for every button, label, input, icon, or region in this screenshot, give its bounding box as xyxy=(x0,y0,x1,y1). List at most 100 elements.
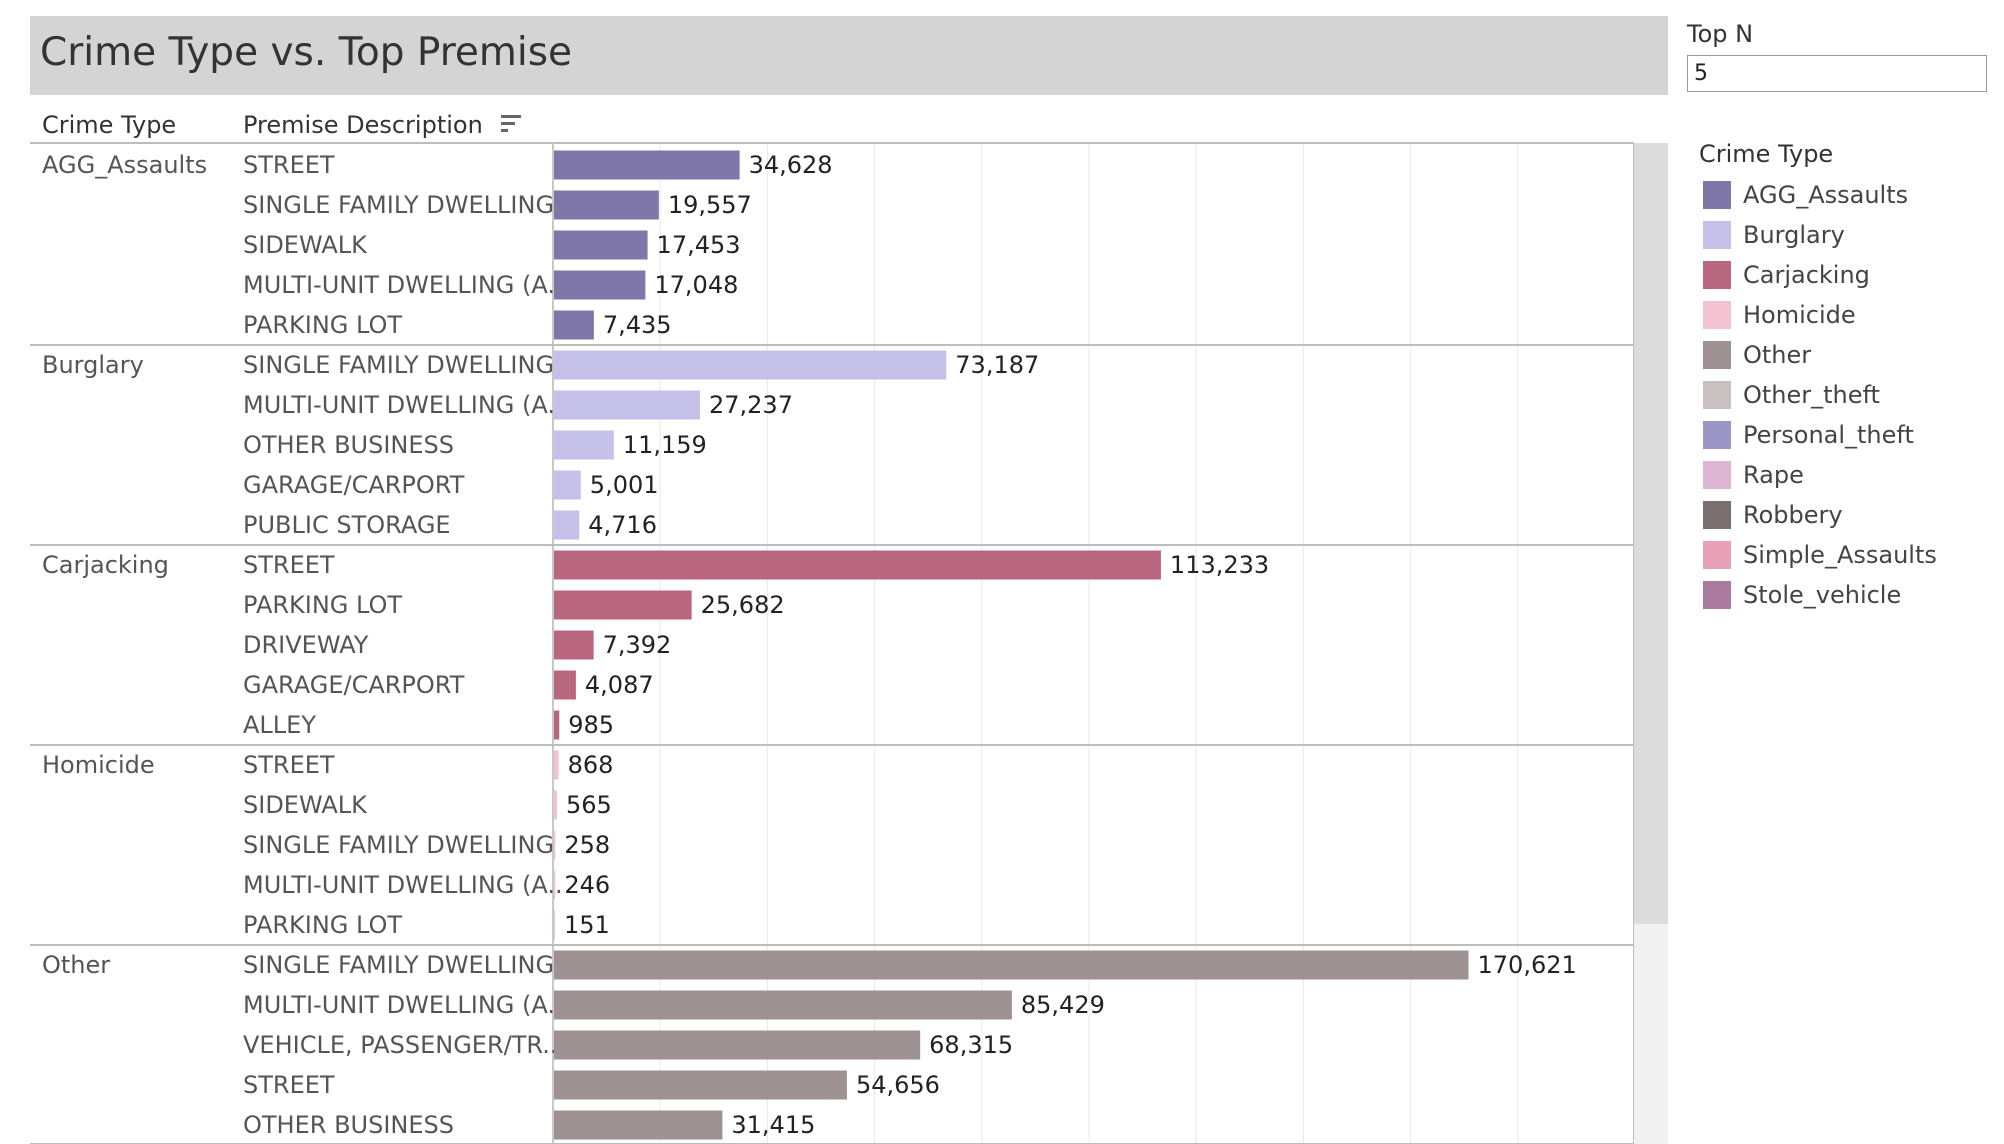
legend-swatch xyxy=(1703,421,1731,449)
bar[interactable] xyxy=(554,190,659,220)
value-label: 565 xyxy=(566,791,612,819)
value-label: 151 xyxy=(564,911,610,939)
premise-label: SINGLE FAMILY DWELLING xyxy=(243,951,554,979)
premise-label: SINGLE FAMILY DWELLING xyxy=(243,191,554,219)
premise-label: STREET xyxy=(243,151,335,179)
legend-label: Personal_theft xyxy=(1743,421,1914,449)
legend-item[interactable]: Other xyxy=(1703,340,1811,370)
legend-item[interactable]: Homicide xyxy=(1703,300,1856,330)
bar[interactable] xyxy=(554,550,1161,580)
page-title: Crime Type vs. Top Premise xyxy=(40,30,573,75)
legend-label: AGG_Assaults xyxy=(1743,181,1909,209)
crime-type-label: Carjacking xyxy=(42,551,169,579)
scrollbar-thumb[interactable] xyxy=(1634,143,1668,924)
value-label: 17,048 xyxy=(654,271,738,299)
premise-label: GARAGE/CARPORT xyxy=(243,671,465,699)
premise-label: SIDEWALK xyxy=(243,231,368,259)
legend-swatch xyxy=(1703,301,1731,329)
premise-label: MULTI-UNIT DWELLING (A.. xyxy=(243,271,563,299)
legend-item[interactable]: Other_theft xyxy=(1703,380,1880,410)
value-label: 73,187 xyxy=(955,351,1039,379)
legend-item[interactable]: AGG_Assaults xyxy=(1703,180,1908,210)
legend-label: Robbery xyxy=(1743,501,1843,529)
value-label: 85,429 xyxy=(1021,991,1105,1019)
legend-swatch xyxy=(1703,181,1731,209)
bar[interactable] xyxy=(554,270,646,300)
legend-item[interactable]: Stole_vehicle xyxy=(1703,580,1901,610)
value-label: 11,159 xyxy=(623,431,707,459)
bar[interactable] xyxy=(554,710,560,740)
premise-description-column-header[interactable]: Premise Description xyxy=(243,111,483,139)
bar[interactable] xyxy=(554,790,558,820)
premise-label: STREET xyxy=(243,751,335,779)
value-label: 68,315 xyxy=(929,1031,1013,1059)
bar[interactable] xyxy=(554,910,555,940)
bar-chart: AGG_Assaults STREET 34,628 SINGLE FAMILY DW… xyxy=(30,142,1634,1144)
legend-label: Rape xyxy=(1743,461,1804,489)
sort-icon[interactable] xyxy=(499,112,523,136)
bar[interactable] xyxy=(554,470,581,500)
value-label: 19,557 xyxy=(668,191,752,219)
value-label: 25,682 xyxy=(701,591,785,619)
bar[interactable] xyxy=(554,150,740,180)
bar[interactable] xyxy=(554,870,556,900)
premise-label: STREET xyxy=(243,1071,335,1099)
bar[interactable] xyxy=(554,1030,921,1060)
bar[interactable] xyxy=(554,950,1469,980)
legend-label: Other_theft xyxy=(1743,381,1880,409)
premise-label: MULTI-UNIT DWELLING (A.. xyxy=(243,391,563,419)
legend-swatch xyxy=(1703,341,1731,369)
legend-title: Crime Type xyxy=(1699,140,1834,168)
bar[interactable] xyxy=(554,430,614,460)
value-label: 985 xyxy=(568,711,614,739)
bar[interactable] xyxy=(554,350,947,380)
bar[interactable] xyxy=(554,630,594,660)
legend-item[interactable]: Carjacking xyxy=(1703,260,1870,290)
legend-swatch xyxy=(1703,541,1731,569)
legend-item[interactable]: Robbery xyxy=(1703,500,1843,530)
premise-label: GARAGE/CARPORT xyxy=(243,471,465,499)
premise-label: MULTI-UNIT DWELLING (A.. xyxy=(243,991,563,1019)
value-label: 113,233 xyxy=(1170,551,1269,579)
legend-item[interactable]: Burglary xyxy=(1703,220,1845,250)
value-label: 27,237 xyxy=(709,391,793,419)
bar[interactable] xyxy=(554,830,556,860)
legend-label: Burglary xyxy=(1743,221,1845,249)
legend-item[interactable]: Rape xyxy=(1703,460,1804,490)
legend-label: Other xyxy=(1743,341,1812,369)
value-label: 34,628 xyxy=(749,151,833,179)
bar[interactable] xyxy=(554,1070,847,1100)
value-label: 4,716 xyxy=(588,511,657,539)
legend-item[interactable]: Simple_Assaults xyxy=(1703,540,1937,570)
premise-label: SINGLE FAMILY DWELLING xyxy=(243,351,554,379)
legend-label: Simple_Assaults xyxy=(1743,541,1937,569)
bar[interactable] xyxy=(554,1110,723,1140)
value-label: 170,621 xyxy=(1478,951,1577,979)
legend-swatch xyxy=(1703,381,1731,409)
legend-item[interactable]: Personal_theft xyxy=(1703,420,1914,450)
value-label: 868 xyxy=(568,751,614,779)
bar[interactable] xyxy=(554,750,559,780)
legend-swatch xyxy=(1703,221,1731,249)
value-label: 17,453 xyxy=(657,231,741,259)
bar[interactable] xyxy=(554,990,1012,1020)
premise-label: MULTI-UNIT DWELLING (A.. xyxy=(243,871,563,899)
premise-label: SIDEWALK xyxy=(243,791,368,819)
value-label: 7,435 xyxy=(603,311,672,339)
premise-label: VEHICLE, PASSENGER/TR.. xyxy=(243,1031,557,1059)
bar[interactable] xyxy=(554,390,700,420)
value-label: 258 xyxy=(564,831,610,859)
legend-label: Carjacking xyxy=(1743,261,1870,289)
value-label: 4,087 xyxy=(585,671,654,699)
top-n-input[interactable] xyxy=(1687,55,1987,92)
bar[interactable] xyxy=(554,510,580,540)
bar[interactable] xyxy=(554,590,692,620)
value-label: 7,392 xyxy=(603,631,672,659)
crime-type-label: Other xyxy=(42,951,110,979)
crime-type-column-header[interactable]: Crime Type xyxy=(42,111,177,139)
bar[interactable] xyxy=(554,670,576,700)
bar[interactable] xyxy=(554,310,594,340)
legend-swatch xyxy=(1703,581,1731,609)
bar[interactable] xyxy=(554,230,648,260)
premise-label: ALLEY xyxy=(243,711,316,739)
